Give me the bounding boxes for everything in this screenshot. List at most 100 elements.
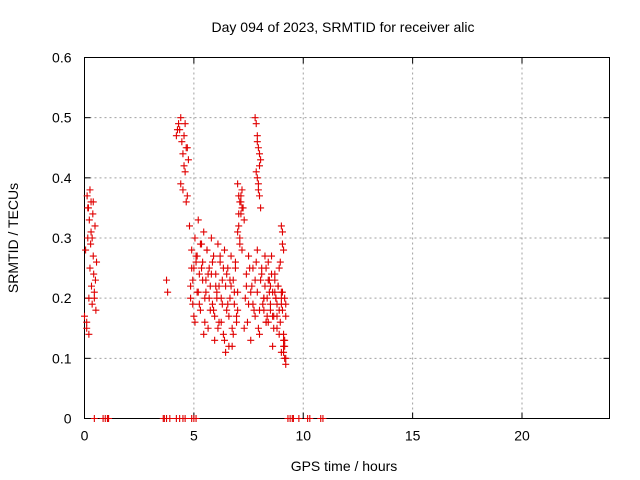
chart-title: Day 094 of 2023, SRMTID for receiver ali… [212, 19, 475, 35]
data-point [198, 264, 206, 272]
data-point [85, 216, 93, 224]
data-point [262, 264, 270, 272]
data-point [224, 300, 232, 308]
data-points [81, 114, 327, 422]
data-point [190, 312, 198, 320]
x-tick-label: 5 [190, 428, 198, 444]
data-point [187, 282, 195, 290]
data-point [204, 324, 212, 332]
data-point [216, 258, 224, 266]
data-point [82, 246, 90, 254]
data-point [86, 186, 94, 194]
data-point [253, 138, 261, 146]
data-point [253, 132, 261, 140]
data-point [238, 186, 246, 194]
data-point [247, 288, 255, 296]
data-point [181, 168, 189, 176]
data-point [201, 318, 209, 326]
data-point [172, 132, 180, 140]
data-point [193, 252, 201, 260]
data-point [256, 150, 263, 158]
data-point [276, 318, 284, 326]
data-point [186, 222, 193, 230]
data-point [271, 270, 279, 278]
data-point [89, 252, 97, 260]
data-point [189, 300, 197, 308]
data-point [189, 276, 197, 284]
y-tick-label: 0.6 [52, 50, 72, 66]
data-point [237, 198, 245, 206]
data-point [236, 234, 244, 242]
data-point [204, 270, 212, 278]
data-point [251, 114, 259, 122]
data-point [208, 258, 216, 266]
data-point [221, 336, 228, 344]
data-point [194, 216, 202, 224]
data-point [205, 264, 213, 272]
data-point [252, 168, 260, 176]
x-axis-label: GPS time / hours [291, 458, 398, 474]
data-point [180, 162, 188, 170]
data-point [237, 192, 245, 200]
data-point [259, 300, 267, 308]
data-point [254, 144, 262, 152]
y-axis-label: SRMTID / TECUs [5, 183, 21, 293]
data-point [179, 150, 187, 158]
data-point [295, 415, 303, 422]
data-point [253, 288, 261, 296]
y-tick-label: 0.2 [52, 290, 72, 306]
data-point [243, 318, 251, 326]
data-point [90, 294, 98, 302]
data-point [202, 288, 210, 296]
data-point [273, 324, 281, 332]
data-point [246, 264, 254, 272]
data-point [254, 180, 262, 188]
y-tick-label: 0.5 [52, 110, 72, 126]
data-point [219, 330, 227, 338]
data-point [266, 306, 274, 314]
data-point [199, 258, 207, 266]
data-point [222, 348, 230, 356]
data-point [254, 186, 262, 194]
data-point [282, 312, 290, 320]
data-point [306, 415, 314, 422]
data-point [270, 312, 278, 320]
data-point [247, 336, 255, 344]
data-point [240, 216, 248, 224]
axis-ticks: 0 5 10 15 20 0 0.1 0.2 0.3 0.4 0.5 0.6 [52, 50, 610, 444]
data-point [264, 258, 272, 266]
data-point [199, 276, 207, 284]
data-point [242, 270, 250, 278]
data-point [84, 204, 92, 212]
data-point [181, 120, 189, 128]
data-point [253, 174, 261, 182]
data-point [228, 324, 236, 332]
data-point [249, 300, 257, 308]
data-point [272, 294, 280, 302]
data-point [216, 252, 224, 260]
data-point [214, 324, 222, 332]
data-point [200, 330, 208, 338]
data-point [230, 300, 238, 308]
data-point [223, 306, 231, 314]
data-point [230, 288, 238, 296]
data-point [248, 282, 256, 290]
data-point [233, 312, 241, 320]
y-tick-label: 0.1 [52, 350, 72, 366]
data-point [207, 234, 215, 242]
data-point [181, 415, 189, 422]
data-point [213, 288, 221, 296]
data-point [268, 252, 276, 260]
data-point [235, 222, 243, 230]
grid-lines [84, 57, 610, 419]
data-point [180, 132, 188, 140]
data-point [253, 246, 261, 254]
data-point [274, 282, 282, 290]
data-point [175, 120, 183, 128]
data-point [90, 415, 98, 422]
data-point [179, 186, 187, 194]
data-point [261, 252, 269, 260]
data-point [85, 330, 93, 338]
data-point [183, 144, 191, 152]
data-point [229, 330, 237, 338]
